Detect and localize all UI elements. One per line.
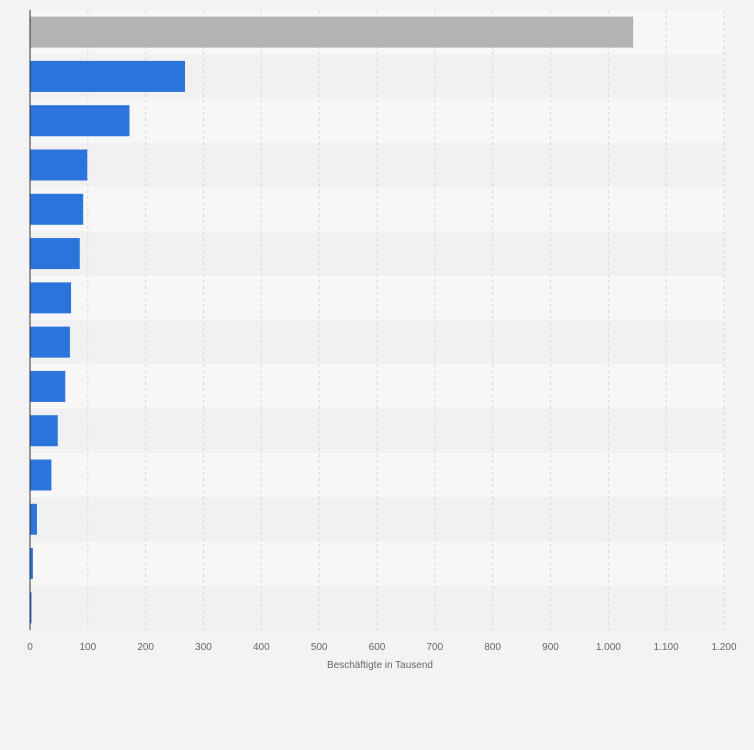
- x-tick-label: 1.100: [654, 642, 679, 653]
- x-axis-title: Beschäftigte in Tausend: [327, 660, 433, 671]
- bar: [30, 60, 185, 92]
- bar: [30, 459, 52, 491]
- x-tick-label: 100: [79, 642, 96, 653]
- bar: [30, 105, 130, 137]
- x-tick-label: 400: [253, 642, 270, 653]
- bar: [30, 548, 33, 580]
- bar: [30, 149, 88, 181]
- x-tick-label: 1.200: [711, 642, 736, 653]
- bar: [30, 282, 72, 314]
- x-tick-label: 200: [137, 642, 154, 653]
- x-tick-label: 700: [426, 642, 443, 653]
- bar: [30, 503, 37, 535]
- bar: [30, 415, 58, 447]
- bar: [30, 238, 80, 270]
- x-tick-label: 1.000: [596, 642, 621, 653]
- bar: [30, 592, 32, 624]
- x-tick-label: 0: [27, 642, 33, 653]
- bar: [30, 16, 634, 48]
- x-tick-label: 900: [542, 642, 559, 653]
- x-tick-label: 600: [369, 642, 386, 653]
- x-tick-label: 500: [311, 642, 328, 653]
- bar: [30, 370, 66, 402]
- x-tick-label: 800: [484, 642, 501, 653]
- bar: [30, 193, 84, 225]
- x-tick-label: 300: [195, 642, 212, 653]
- bar: [30, 326, 70, 358]
